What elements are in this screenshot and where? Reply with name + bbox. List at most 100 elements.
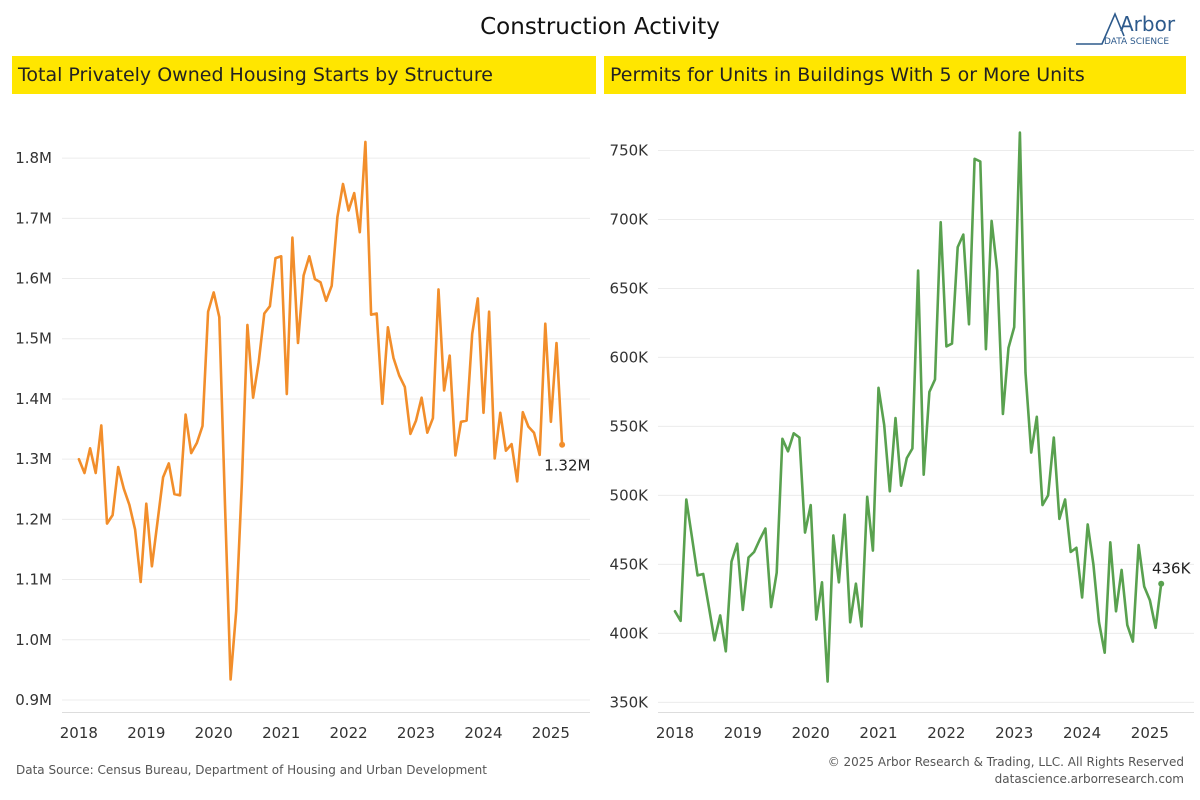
data-point <box>1080 596 1083 599</box>
data-point <box>950 342 953 345</box>
data-point <box>1001 412 1004 415</box>
data-point <box>753 550 756 553</box>
data-point <box>888 490 891 493</box>
last-data-point <box>559 441 566 448</box>
x-tick-label: 2018 <box>60 724 98 742</box>
data-point <box>803 531 806 534</box>
data-point <box>854 582 857 585</box>
data-point <box>815 618 818 621</box>
data-point <box>1069 550 1072 553</box>
data-point <box>866 495 869 498</box>
logo-mark <box>1076 11 1125 45</box>
data-point <box>922 473 925 476</box>
data-point <box>493 457 496 460</box>
x-tick-label: 2022 <box>329 724 367 742</box>
data-point <box>860 625 863 628</box>
data-point <box>1154 626 1157 629</box>
data-point <box>1109 541 1112 544</box>
data-point <box>83 471 86 474</box>
data-point <box>894 417 897 420</box>
data-point <box>1030 451 1033 454</box>
data-point <box>246 323 249 326</box>
data-point <box>521 411 524 414</box>
data-point <box>713 639 716 642</box>
website-link[interactable]: datascience.arborresearch.com <box>994 772 1184 786</box>
data-point <box>741 608 744 611</box>
y-tick-label: 1.6M <box>15 270 52 288</box>
x-tick-label: 2024 <box>464 724 502 742</box>
y-tick-label: 1.5M <box>15 330 52 348</box>
data-point <box>820 581 823 584</box>
data-point <box>979 160 982 163</box>
data-point <box>336 216 339 219</box>
data-point <box>156 520 159 523</box>
data-point <box>877 386 880 389</box>
y-tick-label: 700K <box>610 210 650 228</box>
data-point <box>145 502 148 505</box>
right-chart-title: Permits for Units in Buildings With 5 or… <box>604 56 1186 94</box>
left-chart-title: Total Privately Owned Housing Starts by … <box>12 56 596 94</box>
y-tick-label: 350K <box>610 693 650 711</box>
data-point <box>499 411 502 414</box>
data-point <box>911 447 914 450</box>
y-tick-label: 0.9M <box>15 691 52 709</box>
data-point <box>962 233 965 236</box>
data-point <box>296 341 299 344</box>
data-point <box>1137 543 1140 546</box>
data-point <box>945 345 948 348</box>
data-point <box>504 449 507 452</box>
data-point <box>1120 568 1123 571</box>
y-tick-label: 450K <box>610 555 650 573</box>
data-point <box>94 471 97 474</box>
y-tick-label: 1.0M <box>15 631 52 649</box>
data-point <box>1114 610 1117 613</box>
data-point <box>218 315 221 318</box>
data-point <box>195 441 198 444</box>
data-point <box>1126 623 1129 626</box>
multifamily-permits-chart: 350K 400K 450K 500K 550K 600K 650K 700K 750K 2018… <box>610 131 1194 742</box>
series-line <box>77 140 564 681</box>
data-point <box>487 310 490 313</box>
data-point <box>775 571 778 574</box>
data-point <box>538 453 541 456</box>
data-point <box>826 680 829 683</box>
y-tick-label: 400K <box>610 624 650 642</box>
data-point <box>702 572 705 575</box>
data-point <box>544 322 547 325</box>
data-point <box>905 457 908 460</box>
data-point <box>280 255 283 258</box>
data-point <box>1103 651 1106 654</box>
data-point <box>685 498 688 501</box>
x-tick-label: 2019 <box>724 724 762 742</box>
x-tick-label: 2025 <box>1131 724 1169 742</box>
data-point <box>990 219 993 222</box>
y-tick-label: 500K <box>610 486 650 504</box>
data-point <box>832 534 835 537</box>
x-tick-label: 2023 <box>397 724 435 742</box>
data-point <box>690 535 693 538</box>
page-title: Construction Activity <box>480 14 720 40</box>
data-point <box>330 284 333 287</box>
data-point <box>781 437 784 440</box>
data-point <box>837 581 840 584</box>
data-point <box>1052 436 1055 439</box>
data-point <box>973 157 976 160</box>
data-point <box>916 269 919 272</box>
data-point <box>532 431 535 434</box>
copyright-text: © 2025 Arbor Research & Trading, LLC. Al… <box>827 755 1184 769</box>
data-point <box>431 417 434 420</box>
data-point <box>786 450 789 453</box>
data-point <box>111 514 114 517</box>
y-tick-label: 1.2M <box>15 510 52 528</box>
data-point <box>308 255 311 258</box>
data-point <box>420 396 423 399</box>
data-point <box>984 348 987 351</box>
data-point <box>798 436 801 439</box>
x-tick-label: 2022 <box>927 724 965 742</box>
data-point <box>1041 503 1044 506</box>
data-point <box>933 378 936 381</box>
data-point <box>122 487 125 490</box>
logo-subtitle: DATA SCIENCE <box>1104 37 1169 47</box>
data-point <box>285 393 288 396</box>
data-point <box>319 281 322 284</box>
